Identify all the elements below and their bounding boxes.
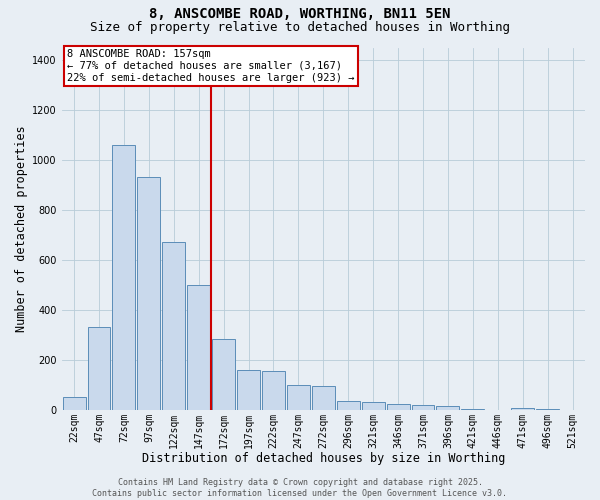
Bar [212, 338, 235, 410]
Bar [88, 328, 110, 410]
Text: 8, ANSCOMBE ROAD, WORTHING, BN11 5EN: 8, ANSCOMBE ROAD, WORTHING, BN11 5EN [149, 8, 451, 22]
Bar [62, 398, 86, 410]
Bar [237, 370, 260, 410]
Bar [163, 242, 185, 410]
Text: Contains HM Land Registry data © Crown copyright and database right 2025.
Contai: Contains HM Land Registry data © Crown c… [92, 478, 508, 498]
Bar [137, 178, 160, 410]
Bar [412, 406, 434, 410]
Bar [187, 285, 210, 410]
Bar [511, 408, 534, 410]
Bar [536, 409, 559, 410]
Bar [337, 401, 360, 410]
Text: Size of property relative to detached houses in Worthing: Size of property relative to detached ho… [90, 21, 510, 34]
Bar [262, 371, 285, 410]
Bar [112, 145, 136, 410]
Bar [461, 408, 484, 410]
X-axis label: Distribution of detached houses by size in Worthing: Distribution of detached houses by size … [142, 452, 505, 465]
Y-axis label: Number of detached properties: Number of detached properties [15, 126, 28, 332]
Text: 8 ANSCOMBE ROAD: 157sqm
← 77% of detached houses are smaller (3,167)
22% of semi: 8 ANSCOMBE ROAD: 157sqm ← 77% of detache… [67, 50, 355, 82]
Bar [312, 386, 335, 410]
Bar [386, 404, 410, 410]
Bar [436, 406, 460, 410]
Bar [287, 385, 310, 410]
Bar [362, 402, 385, 410]
